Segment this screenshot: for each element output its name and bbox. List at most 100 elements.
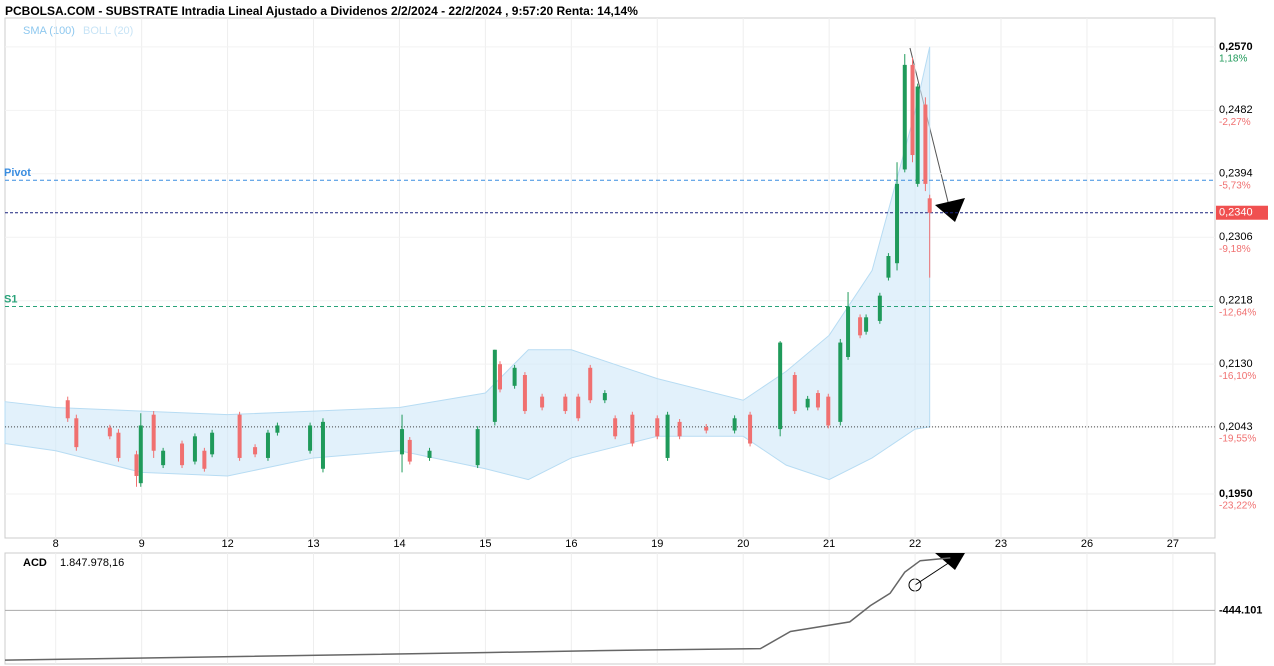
candle-body (630, 414, 635, 444)
y-tick-label: 0,1950 (1219, 488, 1253, 500)
candle-body (576, 396, 581, 419)
x-tick-label: 21 (823, 538, 835, 550)
x-tick-label: 13 (307, 538, 319, 550)
x-tick-label: 20 (737, 538, 749, 550)
x-tick-label: 16 (565, 538, 577, 550)
y-tick-label: 0,2394 (1219, 168, 1253, 180)
candle-body (407, 439, 412, 462)
candle-body (107, 427, 112, 437)
y-tick-label: -444.101 (1219, 604, 1262, 616)
panel-frame (4, 552, 1216, 665)
candle-body (815, 393, 820, 408)
x-tick-label: 9 (139, 538, 145, 550)
candle-body (320, 421, 325, 469)
legend-sma: SMA (100) (23, 25, 75, 37)
candle-body (151, 414, 156, 451)
y-tick-label: 0,2130 (1219, 358, 1253, 370)
candle-body (400, 429, 405, 455)
candle-body (192, 436, 197, 462)
candle-body (180, 443, 185, 466)
candle-body (475, 429, 480, 466)
acd-label: ACD (23, 557, 47, 569)
annotation-arrow (914, 561, 951, 586)
candle-body (210, 432, 215, 455)
level-label: Pivot (4, 167, 31, 179)
x-tick-label: 23 (995, 538, 1007, 550)
legend-boll: BOLL (20) (83, 25, 133, 37)
candle-body (613, 418, 618, 437)
acd-value: 1.847.978,16 (60, 557, 124, 569)
candle-body (308, 425, 313, 451)
x-tick-label: 8 (53, 538, 59, 550)
candle-body (927, 198, 932, 213)
candle-body (846, 306, 851, 357)
y-tick-percent: -19,55% (1219, 434, 1256, 445)
candle-body (563, 396, 568, 412)
y-tick-label: 0,2482 (1219, 104, 1253, 116)
y-tick-label: 0,2043 (1219, 421, 1253, 433)
candle-body (792, 375, 797, 412)
x-tick-label: 26 (1081, 538, 1093, 550)
y-tick-label: 0,2218 (1219, 295, 1253, 307)
y-tick-percent: 1,18% (1219, 53, 1247, 64)
candle-body (65, 400, 70, 419)
annotation-arrowhead (935, 553, 965, 570)
candle-body (877, 295, 882, 321)
candle-body (732, 418, 737, 431)
candle-body (498, 364, 502, 390)
candle-body (748, 414, 753, 444)
candle-body (202, 450, 207, 469)
x-tick-label: 15 (479, 538, 491, 550)
candle-body (778, 342, 783, 430)
candle-body (237, 414, 242, 458)
candle-body (895, 183, 900, 264)
candle-body (522, 375, 527, 412)
x-tick-label: 27 (1167, 538, 1179, 550)
candle-body (858, 317, 863, 336)
candle-body (923, 104, 928, 184)
candle-body (161, 450, 166, 466)
candle-body (138, 425, 143, 484)
candle-body (540, 396, 545, 408)
y-tick-label: 0,2570 (1219, 41, 1253, 53)
candle-body (602, 393, 607, 401)
candle-body (492, 349, 497, 422)
candle-body (116, 432, 121, 458)
level-label: S1 (4, 293, 17, 305)
candle-body (826, 396, 831, 426)
x-tick-label: 14 (393, 538, 405, 550)
annotation-arrowhead (935, 198, 965, 222)
x-tick-label: 12 (221, 538, 233, 550)
candle-body (512, 367, 517, 386)
y-tick-label: 0,2306 (1219, 231, 1253, 243)
candle-body (805, 398, 810, 408)
candle-body (275, 425, 280, 433)
candle-body (253, 447, 258, 455)
candle-body (134, 454, 139, 476)
candle-body (838, 342, 843, 422)
y-tick-percent: -23,22% (1219, 501, 1256, 512)
candle-body (902, 64, 907, 170)
last-price-label: 0,2340 (1219, 207, 1253, 219)
y-tick-percent: -5,73% (1219, 180, 1251, 191)
candle-body (886, 256, 891, 278)
candle-body (910, 64, 915, 156)
y-tick-percent: -2,27% (1219, 117, 1251, 128)
candle-body (427, 450, 432, 458)
candle-body (864, 317, 869, 332)
x-tick-label: 19 (651, 538, 663, 550)
candle-body (265, 432, 270, 458)
candle-body (74, 418, 79, 448)
candle-body (665, 414, 670, 458)
y-tick-percent: -12,64% (1219, 307, 1256, 318)
y-tick-percent: -9,18% (1219, 244, 1251, 255)
last-price-box (1216, 205, 1268, 220)
acd-line (4, 557, 951, 661)
x-tick-label: 22 (909, 538, 921, 550)
candle-body (915, 86, 920, 184)
candle-body (704, 426, 709, 431)
plot-frame (4, 17, 1216, 539)
y-tick-percent: -16,10% (1219, 371, 1256, 382)
candle-body (588, 367, 593, 401)
